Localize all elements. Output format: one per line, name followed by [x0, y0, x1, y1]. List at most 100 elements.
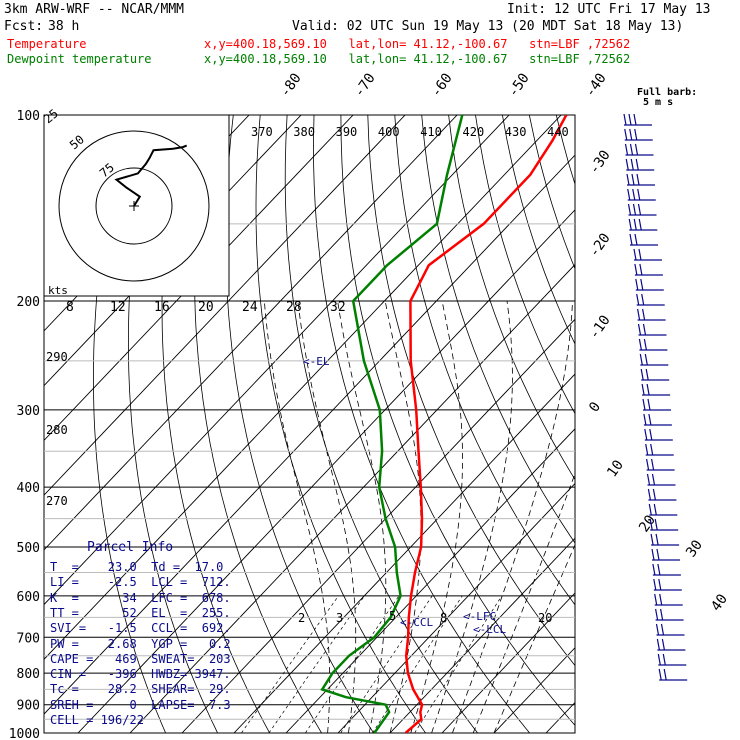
- isotherm-line: [441, 592, 575, 733]
- wind-barb-flag: [648, 503, 652, 516]
- mixing-ratio-label: 8: [440, 611, 447, 625]
- wind-barb-flag: [632, 203, 637, 216]
- wind-barb-flag: [644, 428, 648, 441]
- dewpoint-legend-label: Dewpoint temperature: [7, 52, 152, 66]
- dry-adiabat: [448, 115, 575, 481]
- parcel-info-row: TT = 52 EL = 255.: [50, 605, 231, 620]
- wind-barb-flag: [655, 533, 659, 546]
- wind-barb-flag: [641, 293, 645, 306]
- annotation-el: <-EL: [303, 355, 330, 368]
- wind-barb-flag: [660, 623, 665, 636]
- forecast-hours: 38 h: [48, 19, 80, 34]
- wind-barb-flag: [653, 578, 657, 591]
- wind-barb-flag: [640, 368, 644, 381]
- isotherm-line: [233, 373, 575, 733]
- wind-barb-flag: [653, 503, 657, 516]
- isotherm-line: [389, 537, 575, 733]
- isotherm-label: 0: [586, 399, 604, 415]
- mixing-ratio-label: 20: [538, 611, 552, 625]
- dry-adiabat: [502, 115, 575, 345]
- wind-barb-flag: [654, 593, 658, 606]
- pressure-tick-label: 800: [17, 667, 40, 682]
- wind-barb-flag: [648, 413, 652, 426]
- wind-barb-flag: [642, 308, 646, 321]
- isotherm-line: [44, 115, 562, 660]
- isotherm-label: -60: [428, 70, 456, 100]
- pressure-tick-label: 400: [17, 481, 40, 496]
- wind-barb-flag: [639, 263, 643, 276]
- wind-barb-flag: [642, 398, 646, 411]
- wind-barb-flag: [626, 173, 630, 186]
- moist-adiabat: [337, 300, 387, 733]
- parcel-info-row: CELL = 196/22: [50, 713, 144, 727]
- annotation-lfc: <-LFC: [463, 610, 496, 623]
- parcel-info-row: CIN = -396 HWBZ= 3947.: [50, 667, 231, 682]
- isotherm-label: -40: [582, 70, 610, 100]
- wind-barb-flag: [643, 338, 647, 351]
- temperature-legend-info: x,y=400.18,569.10 lat,lon= 41.12,-100.67…: [204, 37, 631, 51]
- dry-adiabat: [664, 115, 740, 733]
- parcel-info-row: CAPE = 469 SWEAT= 203: [50, 651, 231, 666]
- wind-barb-flag: [629, 128, 633, 141]
- wind-barb-flag: [637, 323, 642, 336]
- wind-barb-flag: [649, 518, 653, 531]
- wind-barb-flag: [663, 668, 667, 681]
- pressure-tick-label: 200: [17, 295, 40, 310]
- theta-label: 400: [378, 125, 400, 139]
- wind-barb-flag: [637, 188, 641, 201]
- wind-barb-flag: [629, 143, 634, 156]
- isotherm-line: [44, 115, 406, 496]
- wind-barb-flag: [647, 398, 651, 411]
- dry-adiabat: [637, 115, 740, 733]
- theta-left-label: 270: [46, 494, 68, 508]
- isotherm-label: 10: [604, 457, 627, 480]
- isotherm-label: -70: [351, 70, 379, 100]
- parcel-info-title: Parcel Info: [87, 540, 174, 555]
- isotherm-line: [44, 115, 354, 442]
- wind-barb-flag: [633, 248, 637, 261]
- wind-barb-flag: [634, 263, 638, 276]
- theta-label: 380: [293, 125, 315, 139]
- wind-barb-flag: [646, 458, 650, 471]
- isotherm-label: -80: [277, 70, 305, 100]
- isotherm-line: [129, 263, 575, 733]
- wind-barb-flag: [651, 548, 655, 561]
- wind-barb-flag: [627, 188, 631, 201]
- pressure-tick-label: 300: [17, 404, 40, 419]
- inset-speed-label: 20: [198, 300, 214, 315]
- inset-speed-label: 28: [286, 300, 302, 315]
- moist-adiabat: [493, 543, 575, 733]
- valid-time: Valid: 02 UTC Sun 19 May 13 (20 MDT Sat …: [292, 19, 684, 34]
- wind-barb-flag: [624, 128, 628, 141]
- parcel-info-row: SVI = -1.5 CCL = 692.: [50, 621, 231, 636]
- isotherm-line: [44, 115, 458, 551]
- inset-speed-label: 8: [66, 300, 74, 315]
- wind-barb-flag: [645, 368, 649, 381]
- isotherm-line: [77, 209, 575, 733]
- temperature-legend-label: Temperature: [7, 37, 87, 51]
- wind-barb-flag: [625, 158, 629, 171]
- hodograph-ring: [95, 167, 173, 245]
- wind-barb-flag: [645, 443, 649, 456]
- wind-barb-flag: [658, 668, 662, 681]
- parcel-info-row: PW = 2.68 YGP = 0.2: [50, 636, 231, 651]
- wind-barb-flag: [643, 413, 647, 426]
- wind-barb-flag: [627, 203, 632, 216]
- inset-units-label: kts: [48, 284, 68, 297]
- pressure-tick-label: 700: [17, 631, 40, 646]
- pressure-tick-label: 100: [17, 109, 40, 124]
- dry-adiabat: [718, 115, 740, 733]
- pressure-tick-label: 1000: [9, 727, 40, 740]
- wind-barb-flag: [628, 218, 632, 231]
- moist-adiabat: [410, 300, 463, 733]
- wind-barb-flag: [662, 653, 666, 666]
- isotherm-line: [44, 154, 575, 715]
- isotherm-label: -30: [586, 147, 614, 177]
- wind-barb-flag: [633, 113, 637, 126]
- pressure-tick-label: 900: [17, 699, 40, 714]
- init-time: Init: 12 UTC Fri 17 May 13: [507, 2, 711, 17]
- barb-legend-units: 5 m s: [643, 97, 673, 108]
- wind-barb-flag: [649, 428, 653, 441]
- wind-barb-flag: [634, 143, 639, 156]
- moist-adiabat: [452, 300, 573, 733]
